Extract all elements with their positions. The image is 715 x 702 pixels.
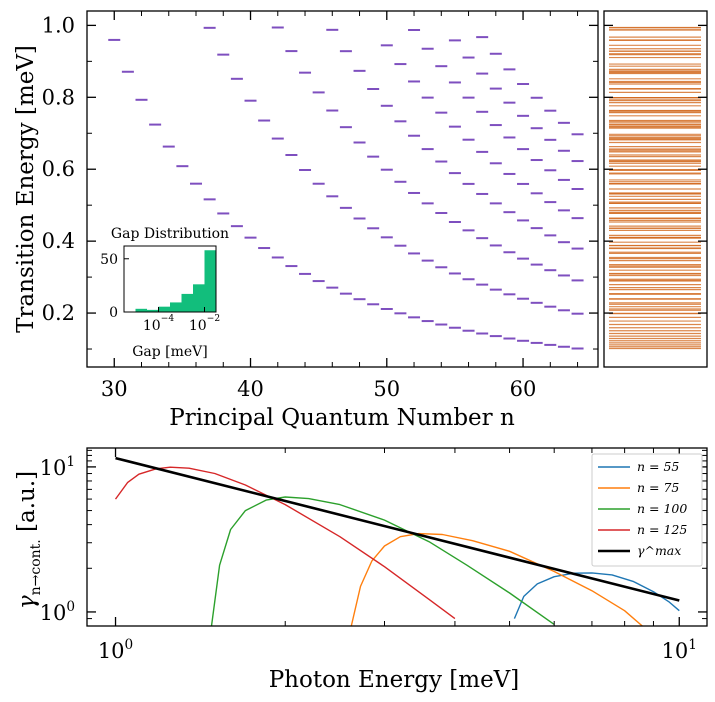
inset-xlabel: Gap [meV] (132, 344, 208, 360)
inset-histogram: Gap Distribution Gap [meV] 10−4 10−2 0 50 (100, 226, 229, 360)
x-tick-label: 50 (373, 377, 400, 401)
inset-title: Gap Distribution (111, 226, 229, 242)
y-tick-label: 0.8 (42, 85, 75, 109)
inset-y-tick-label: 0 (109, 305, 118, 321)
series-line (210, 496, 555, 627)
legend: n = 55 n = 75 n = 100 n = 125 γ^max (591, 453, 703, 567)
main-ticks: 30 40 50 60 0.2 0.4 0.6 0.8 1.0 (42, 11, 598, 401)
series-line (115, 456, 680, 602)
side-frame (603, 10, 708, 368)
histogram-bar (170, 302, 182, 312)
inset-frame (123, 245, 217, 313)
lower-ticks: 100 101 100 101 (40, 448, 707, 663)
legend-items: n = 55 n = 75 n = 100 n = 125 γ^max (598, 459, 687, 558)
series-line (114, 466, 456, 620)
y-tick-label: 0.2 (42, 301, 75, 325)
histogram-bar (135, 308, 147, 312)
histogram-bar (158, 306, 170, 312)
y-tick-label: 1.0 (42, 13, 75, 37)
lower-lines (114, 456, 680, 627)
inset-x-tick-label: 10−4 (143, 314, 174, 334)
lower-xlabel: Photon Energy [meV] (269, 667, 520, 693)
lower-y-tick-label: 100 (40, 599, 75, 625)
inset-y-tick-label: 50 (100, 252, 118, 268)
legend-label: n = 100 (637, 501, 687, 516)
lower-ylabel: γn→cont. [a.u.] (14, 471, 44, 609)
legend-label: n = 75 (637, 480, 679, 495)
y-tick-label: 0.6 (42, 157, 75, 181)
lower-panel: 100 101 100 101 Photon Energy [meV] γn→cont… (14, 447, 708, 693)
x-tick-label: 40 (237, 377, 264, 401)
x-tick-label: 60 (510, 377, 537, 401)
legend-label: γ^max (637, 543, 681, 558)
histogram-bar (147, 309, 159, 312)
lower-x-tick-label: 101 (662, 637, 697, 663)
y-tick-label: 0.4 (42, 229, 75, 253)
side-lines (609, 26, 701, 350)
main-marks (108, 26, 584, 350)
side-spectrum-panel (603, 10, 708, 368)
lower-frame (86, 447, 708, 627)
legend-box (591, 453, 703, 567)
main-ylabel: Transition Energy [meV] (13, 45, 39, 333)
main-xlabel: Principal Quantum Number n (169, 405, 515, 431)
main-frame (86, 10, 599, 368)
legend-label: n = 125 (637, 522, 687, 537)
histogram-bar (181, 293, 193, 312)
inset-bars (135, 250, 216, 312)
side-ticks (604, 24, 707, 314)
inset-x-tick-label: 10−2 (189, 314, 220, 334)
inset-ticks: 10−4 10−2 0 50 (100, 252, 220, 334)
histogram-bar (193, 284, 205, 312)
main-panel: Gap Distribution Gap [meV] 10−4 10−2 0 50 3… (13, 10, 599, 431)
x-tick-label: 30 (101, 377, 128, 401)
lower-y-tick-label: 101 (40, 454, 75, 480)
series-line (350, 532, 643, 627)
lower-x-tick-label: 100 (98, 637, 133, 663)
histogram-bar (204, 250, 216, 312)
legend-label: n = 55 (637, 459, 679, 474)
